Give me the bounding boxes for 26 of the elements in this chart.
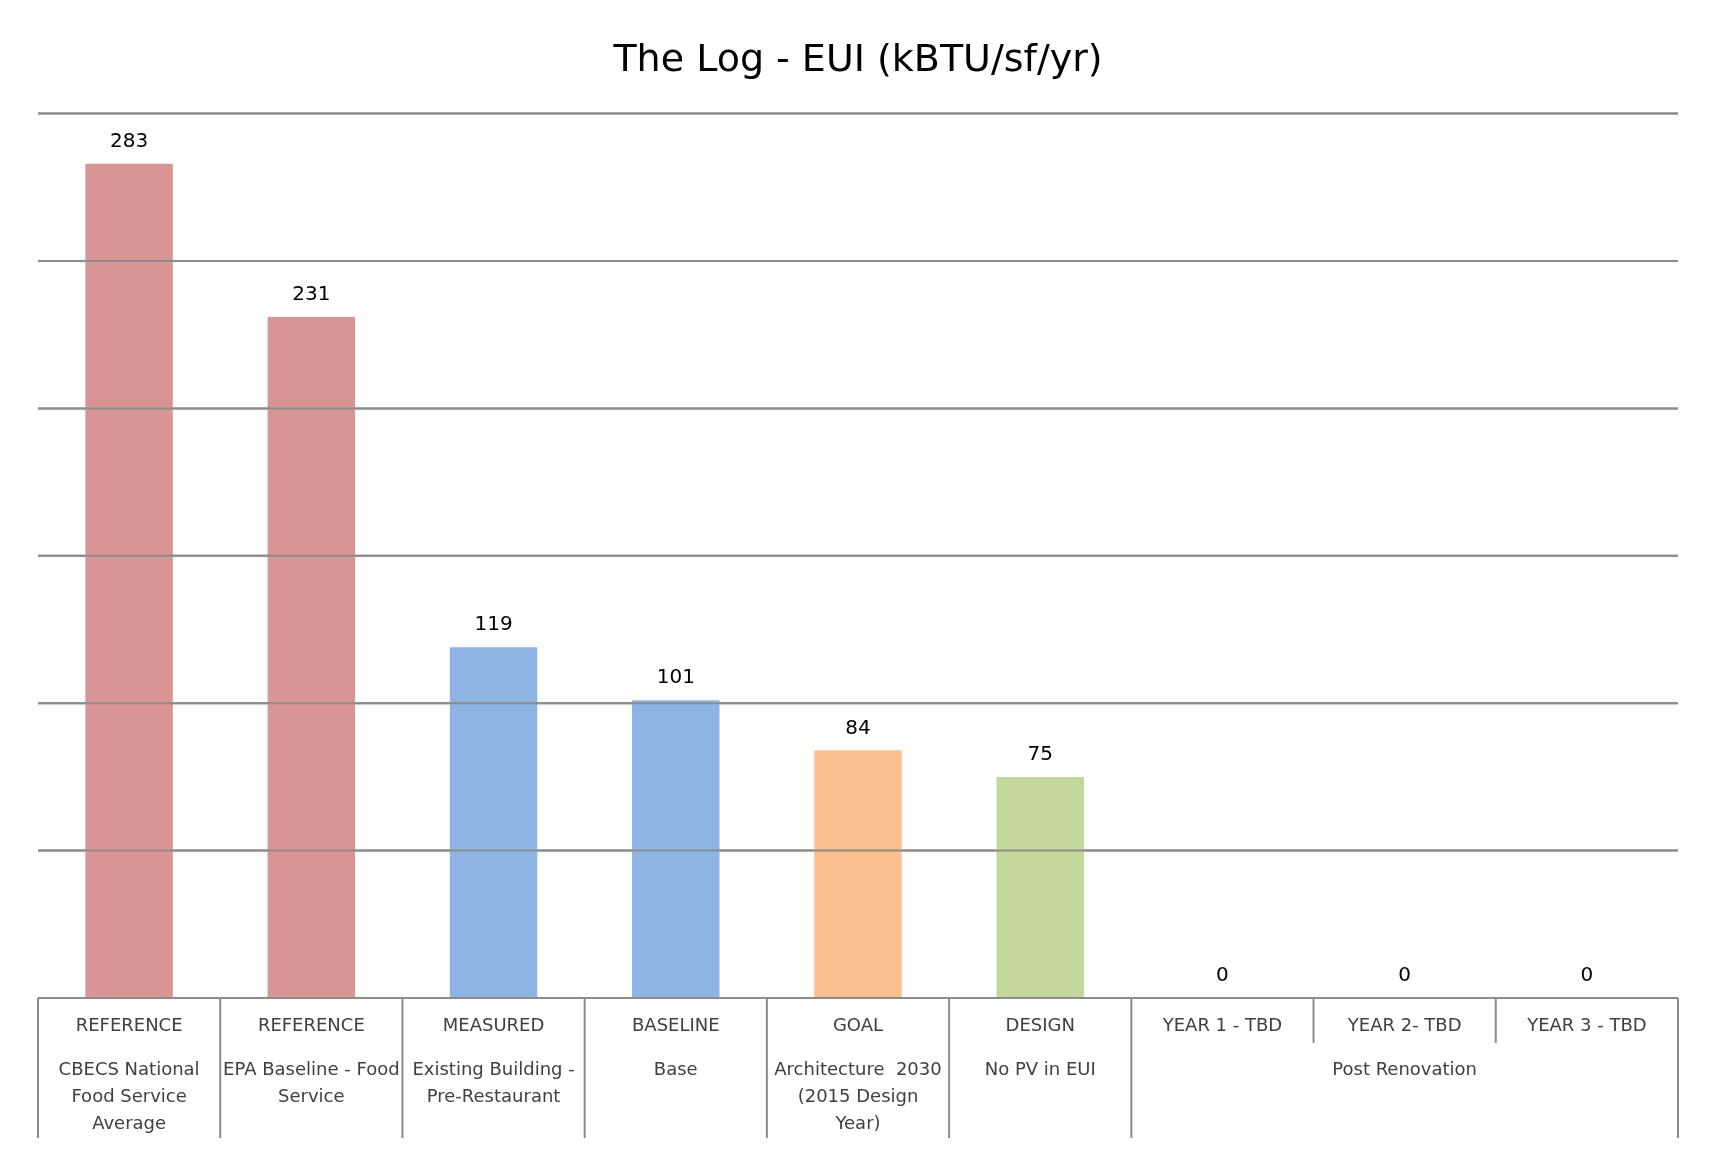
data-label: 119 xyxy=(474,611,513,636)
category-label: BASELINE Base xyxy=(631,1013,720,1079)
data-label: 0 xyxy=(1398,962,1412,987)
category-label: DESIGN No PV in EUI xyxy=(984,1013,1096,1079)
bar xyxy=(814,750,902,998)
data-label: 84 xyxy=(845,714,871,739)
x-tick-label: YEAR 1 - TBD xyxy=(1161,1013,1283,1035)
data-label: 101 xyxy=(656,664,695,689)
category-label: MEASURED Existing Building - Pre-Restaurant xyxy=(412,1013,575,1106)
x-tick-label: YEAR 3 - TBD xyxy=(1526,1013,1647,1035)
data-label: 0 xyxy=(1580,962,1594,987)
category-label: REFERENCE EPA Baseline - Food Service xyxy=(223,1013,400,1106)
data-label: 0 xyxy=(1216,962,1229,987)
bar xyxy=(632,700,720,998)
chart-title: The Log - EUI (kBTU/sf/yr) xyxy=(612,35,1103,80)
data-label: 231 xyxy=(292,281,331,306)
bar xyxy=(267,317,356,998)
bar xyxy=(996,776,1084,998)
category-label: REFERENCE CBECS National Food Service Average xyxy=(58,1013,200,1133)
bar xyxy=(85,163,173,998)
text: Post Renovation xyxy=(1332,1057,1478,1079)
data-label: 283 xyxy=(110,127,149,152)
bar xyxy=(449,647,538,998)
x-tick-label: YEAR 2- TBD xyxy=(1346,1013,1462,1035)
data-label: 75 xyxy=(1027,741,1053,766)
category-label: GOAL Architecture 2030 (2015 Design Year) xyxy=(774,1013,942,1133)
